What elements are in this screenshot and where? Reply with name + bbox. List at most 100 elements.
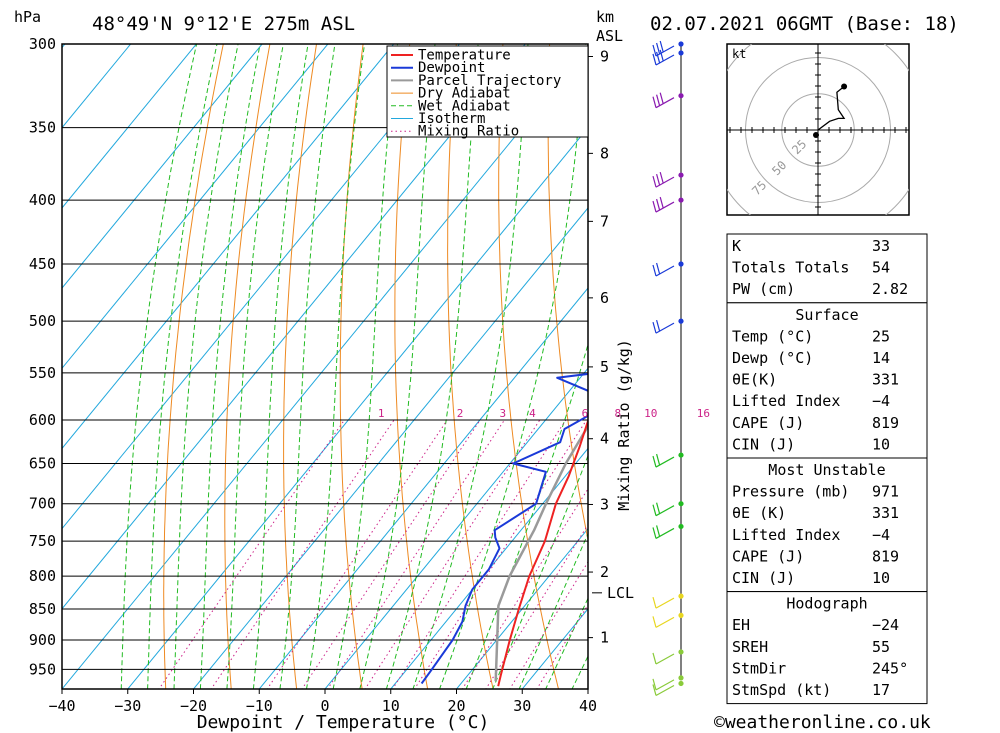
isotherm-line — [62, 44, 329, 370]
dry-adiabat-line — [966, 26, 1000, 698]
lcl-label: LCL — [607, 584, 634, 602]
indices-box — [726, 302, 928, 459]
dry-adiabat-line — [394, 44, 429, 689]
pressure-tick-label: 950 — [29, 660, 56, 678]
mixing-ratio-line — [392, 419, 567, 689]
wind-barb-icon — [652, 596, 675, 609]
pressure-tick-label: 850 — [29, 600, 56, 618]
indices-section-title: Surface — [795, 306, 858, 324]
wind-barb-icon — [652, 616, 675, 628]
mixing-ratio-line — [158, 419, 345, 689]
pressure-tick-label: 500 — [29, 312, 56, 330]
pressure-tick-label: 400 — [29, 191, 56, 209]
hodograph-endpoint — [841, 83, 848, 90]
height-unit-label-km: km — [596, 8, 614, 26]
dry-adiabat-line — [547, 44, 588, 543]
wind-level-dot — [678, 41, 684, 47]
index-label: EH — [732, 616, 750, 634]
wind-barb-icon — [652, 502, 675, 517]
pressure-tick-label: 300 — [29, 35, 56, 53]
wet-adiabat-line — [305, 44, 366, 689]
wet-adiabat-line — [385, 44, 479, 689]
index-value: 10 — [872, 569, 890, 587]
height-tick-label: 3 — [600, 495, 609, 513]
parcel-trajectory-line — [494, 423, 588, 682]
wind-barb-icon — [652, 319, 675, 334]
dry-adiabat-line — [224, 44, 271, 689]
x-tick-label: −10 — [246, 697, 273, 715]
index-label: Totals Totals — [732, 259, 849, 277]
mixing-ratio-label: 10 — [644, 407, 657, 420]
wind-barb-icon — [652, 525, 675, 539]
dry-adiabat-line — [339, 44, 364, 689]
isotherm-line — [455, 527, 588, 689]
wet-adiabat-line — [173, 44, 239, 689]
index-value: 54 — [872, 259, 890, 277]
isotherm-line — [62, 44, 198, 209]
wet-adiabat-line — [332, 44, 399, 689]
mixing-ratio-label: 4 — [529, 407, 536, 420]
wind-level-dot — [678, 612, 684, 618]
index-value: 819 — [872, 547, 899, 565]
wind-barb-icon — [652, 262, 675, 277]
pressure-tick-label: 650 — [29, 454, 56, 472]
legend-item: Temperature — [418, 48, 511, 64]
isotherm-line — [127, 126, 588, 689]
dry-adiabat-line — [163, 44, 224, 689]
index-value: 10 — [872, 435, 890, 453]
legend-item: Isotherm — [418, 111, 485, 127]
legend-item: Parcel Trajectory — [418, 73, 561, 89]
wind-level-dot — [678, 501, 684, 507]
x-tick-label: 10 — [382, 697, 400, 715]
wind-level-dot — [678, 680, 684, 687]
index-value: 331 — [872, 371, 899, 389]
index-label: θE (K) — [732, 504, 786, 522]
index-label: StmSpd (kt) — [732, 681, 831, 699]
wet-adiabat-line — [545, 597, 588, 689]
index-value: 331 — [872, 504, 899, 522]
wet-adiabat-line — [412, 44, 529, 689]
indices-box — [726, 457, 928, 593]
height-tick-label: 9 — [600, 48, 609, 66]
x-tick-label: 30 — [513, 697, 531, 715]
index-value: 17 — [872, 681, 890, 699]
height-tick-label: 4 — [600, 430, 609, 448]
wet-adiabat-line — [147, 44, 218, 689]
x-tick-label: 20 — [447, 697, 465, 715]
index-value: 14 — [872, 349, 890, 367]
wind-level-dot — [678, 197, 684, 203]
mixing-ratio-label: 8 — [615, 407, 622, 420]
wind-level-dot — [678, 172, 684, 178]
index-label: Pressure (mb) — [732, 483, 849, 501]
pressure-tick-label: 750 — [29, 532, 56, 550]
indices-box — [726, 591, 928, 705]
index-label: StmDir — [732, 659, 786, 677]
pressure-unit-label: hPa — [14, 8, 41, 26]
index-value: 819 — [872, 414, 899, 432]
index-label: θE(K) — [732, 371, 777, 389]
x-tick-label: −20 — [180, 697, 207, 715]
indices-table: K 33 Totals Totals 54 PW (cm) 2.82 Surface Temp… — [726, 233, 928, 705]
copyright-text: ©weatheronline.co.uk — [714, 712, 931, 733]
wind-barb-icon — [652, 171, 675, 188]
wind-profile — [652, 40, 684, 696]
height-tick-label: 8 — [600, 144, 609, 162]
hodograph-unit: kt — [732, 47, 746, 61]
index-label: Lifted Index — [732, 392, 840, 410]
indices-section-title: Hodograph — [786, 595, 867, 613]
isotherm-line — [62, 44, 132, 129]
isotherm-line — [390, 447, 588, 689]
dry-adiabat-line — [447, 44, 494, 689]
wet-adiabat-line — [439, 44, 587, 689]
wind-level-dot — [678, 93, 684, 99]
wind-barb-icon — [652, 453, 675, 468]
index-value: −24 — [872, 616, 899, 634]
index-label: CAPE (J) — [732, 414, 804, 432]
mixing-ratio-label: 1 — [378, 407, 385, 420]
wind-barb-icon — [652, 678, 675, 691]
height-tick-label: 2 — [600, 563, 609, 581]
wet-adiabat-line — [518, 532, 588, 689]
